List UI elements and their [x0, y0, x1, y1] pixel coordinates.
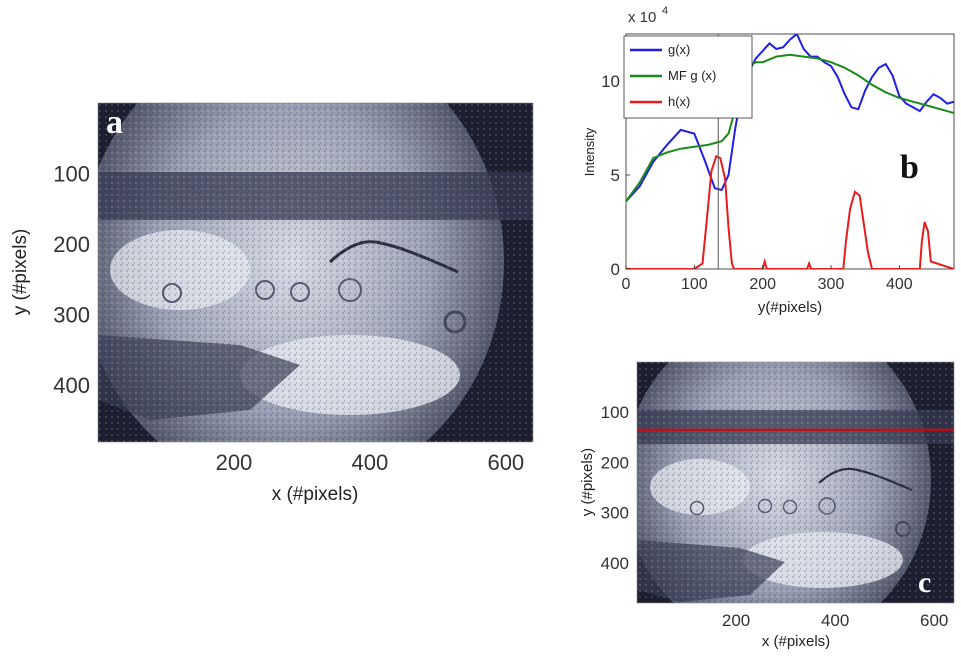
panel-a-xlabel: x (#pixels): [272, 484, 359, 505]
panel-b-exponent: x 10: [628, 9, 656, 26]
series-line-2: [626, 154, 954, 269]
xtick-label: 400: [821, 611, 849, 630]
ytick-label: 300: [53, 303, 90, 328]
ytick-label: 5: [611, 166, 620, 185]
panel-c-image: [637, 362, 954, 603]
ytick-label: 100: [601, 403, 629, 422]
ytick-label: 200: [53, 232, 90, 257]
ytick-label: 300: [601, 504, 629, 523]
xtick-label: 600: [920, 611, 948, 630]
ytick-label: 10: [601, 72, 620, 91]
panel-c-yticks: 100 200 300 400: [601, 403, 629, 573]
xtick-label: 200: [216, 450, 253, 475]
panel-b: 0 5 10 0 100 200 300 400 x 10 4 y(#pixels) Int…: [582, 5, 955, 316]
ytick-label: 0: [611, 260, 620, 279]
legend-label-mf: MF g (x): [668, 68, 716, 83]
panel-b-legend: g(x) MF g (x) h(x): [623, 35, 753, 119]
panel-b-axes: [625, 33, 955, 270]
panel-c: c 100 200 300 400 200 400 600 x (#pixels) y (…: [579, 361, 955, 650]
panel-b-exponent-power: 4: [662, 5, 668, 17]
xtick-label: 400: [886, 276, 913, 293]
series-line-1: [626, 53, 954, 202]
xtick-label: 400: [352, 450, 389, 475]
xtick-label: 100: [681, 276, 708, 293]
panel-b-xticks: 0 100 200 300 400: [622, 265, 913, 293]
xtick-label: 300: [818, 276, 845, 293]
panel-b-letter: b: [900, 149, 919, 186]
panel-b-xlabel: y(#pixels): [758, 299, 822, 316]
ytick-label: 400: [601, 554, 629, 573]
panel-c-letter: c: [918, 566, 931, 599]
ytick-label: 200: [601, 453, 629, 472]
panel-c-xticks: 200 400 600: [722, 611, 949, 630]
panel-c-frame: [636, 361, 955, 604]
panel-c-xlabel: x (#pixels): [762, 633, 830, 650]
panel-a-xticks: 200 400 600: [216, 450, 525, 475]
panel-a-letter: a: [106, 104, 123, 141]
panel-b-ylabel: Intensity: [582, 127, 597, 176]
panel-c-ylabel: y (#pixels): [579, 448, 596, 516]
panel-a-ylabel: y (#pixels): [10, 229, 31, 316]
xtick-label: 200: [722, 611, 750, 630]
panel-a: a 100 200 300 400 200 400 600 x (#pixels) y (…: [10, 102, 534, 505]
xtick-label: 600: [487, 450, 524, 475]
panel-b-yticks: 0 5 10: [601, 72, 630, 279]
panel-a-image: [98, 103, 533, 442]
xtick-label: 0: [622, 276, 631, 293]
panel-a-frame: [97, 102, 534, 443]
legend-label-g: g(x): [668, 42, 690, 57]
xtick-label: 200: [749, 276, 776, 293]
ytick-label: 100: [53, 161, 90, 186]
panel-a-yticks: 100 200 300 400: [53, 161, 90, 398]
ytick-label: 400: [53, 373, 90, 398]
legend-label-h: h(x): [668, 94, 690, 109]
